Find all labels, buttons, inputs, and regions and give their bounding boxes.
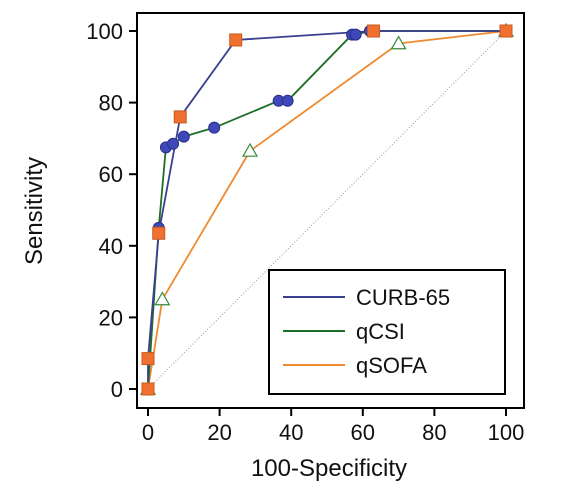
data-point-qcsi: [177, 130, 190, 143]
data-point-qcsi: [349, 28, 362, 41]
y-tick-label: 100: [86, 19, 123, 44]
x-tick-label: 60: [351, 420, 375, 445]
data-point-curb-65: [141, 352, 155, 366]
data-point-qsofa: [241, 142, 259, 157]
plot-frame: [136, 12, 525, 409]
y-tick-label: 80: [99, 91, 123, 116]
x-tick-label: 80: [422, 420, 446, 445]
x-tick-label: 0: [142, 420, 154, 445]
y-tick-label: 60: [99, 162, 123, 187]
data-point-qsofa: [154, 291, 171, 306]
y-axis: 0 20 40 60 80 100: [86, 19, 137, 402]
data-point-curb-65: [229, 33, 243, 47]
reference-diagonal: [147, 30, 507, 390]
x-axis: 0 20 40 60 80 100: [142, 408, 524, 445]
legend: CURB-65 qCSI qSOFA: [268, 269, 506, 395]
data-point-qcsi: [167, 137, 180, 150]
data-point-curb-65: [173, 110, 187, 124]
y-axis-label: Sensitivity: [21, 157, 48, 265]
data-point-qcsi: [281, 94, 294, 107]
data-point-qcsi: [208, 121, 221, 134]
data-point-curb-65: [367, 24, 381, 38]
data-point-curb-65: [152, 226, 166, 240]
x-tick-label: 100: [488, 420, 525, 445]
series-layer: [139, 22, 515, 396]
legend-label-qsofa: qSOFA: [356, 353, 427, 378]
x-tick-label: 40: [279, 420, 303, 445]
markers-curb-65: [141, 24, 513, 396]
x-axis-label: 100-Specificity: [251, 455, 407, 482]
x-tick-label: 20: [207, 420, 231, 445]
data-point-curb-65: [499, 24, 513, 38]
data-point-curb-65: [141, 382, 155, 396]
y-tick-label: 0: [111, 377, 123, 402]
legend-label-qcsi: qCSI: [356, 319, 405, 344]
y-tick-label: 40: [99, 234, 123, 259]
y-tick-label: 20: [99, 305, 123, 330]
data-point-qsofa: [390, 35, 407, 50]
legend-label-curb-65: CURB-65: [356, 285, 450, 310]
